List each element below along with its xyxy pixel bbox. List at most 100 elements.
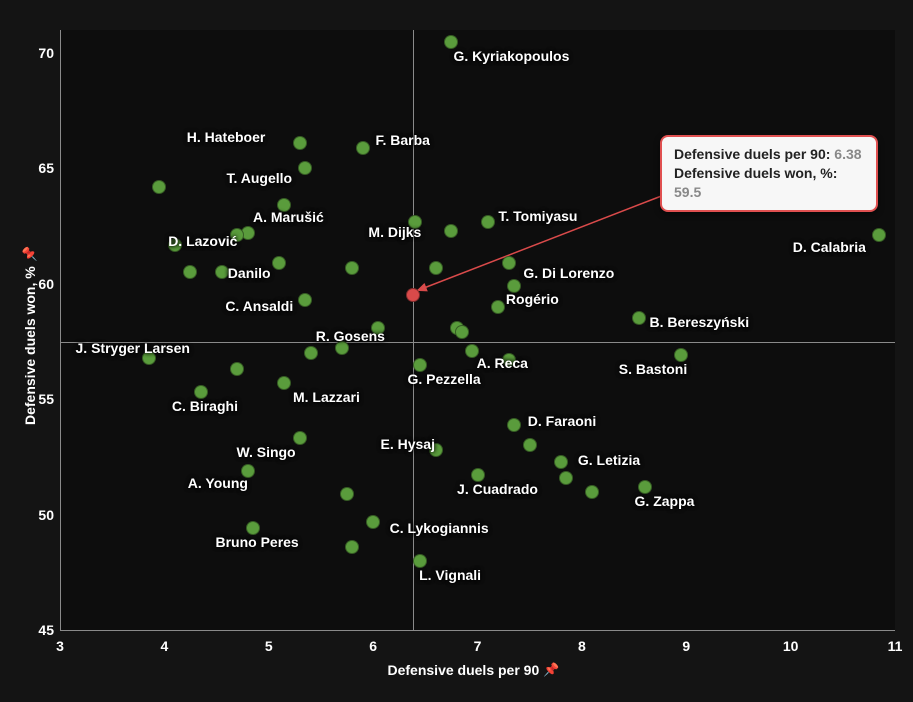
x-tick-label: 4 — [160, 638, 168, 654]
data-point-label: B. Bereszyński — [649, 314, 749, 330]
tooltip-row: Defensive duels per 90: 6.38 — [674, 145, 864, 164]
data-point[interactable] — [413, 358, 427, 372]
data-point[interactable] — [272, 256, 286, 270]
data-point[interactable] — [293, 431, 307, 445]
data-point[interactable] — [345, 540, 359, 554]
data-point[interactable] — [507, 418, 521, 432]
y-tick-label: 45 — [30, 622, 54, 638]
data-point-label: C. Lykogiannis — [390, 520, 489, 536]
data-point[interactable] — [502, 256, 516, 270]
data-point[interactable] — [554, 455, 568, 469]
y-tick-label: 55 — [30, 391, 54, 407]
data-point-label: W. Singo — [237, 444, 296, 460]
x-tick-label: 7 — [474, 638, 482, 654]
tooltip-key: Defensive duels per 90: — [674, 146, 834, 162]
data-point-label: C. Ansaldi — [225, 298, 293, 314]
data-point-label: E. Hysaj — [381, 436, 435, 452]
data-point[interactable] — [194, 385, 208, 399]
data-point-label: T. Augello — [226, 170, 292, 186]
x-tick-label: 3 — [56, 638, 64, 654]
data-point-label: J. Stryger Larsen — [76, 340, 190, 356]
x-tick-label: 5 — [265, 638, 273, 654]
data-point[interactable] — [340, 487, 354, 501]
data-point[interactable] — [413, 554, 427, 568]
axis-border-left — [60, 30, 61, 630]
data-point[interactable] — [585, 485, 599, 499]
data-point[interactable] — [455, 325, 469, 339]
data-point[interactable] — [674, 348, 688, 362]
data-point-label: Rogério — [506, 291, 559, 307]
data-point-label: G. Kyriakopoulos — [453, 48, 569, 64]
pin-icon: 📌 — [543, 662, 559, 678]
scatter-chart: Defensive duels per 90 📌 Defensive duels… — [0, 0, 913, 702]
data-point-label: G. Di Lorenzo — [523, 265, 614, 281]
tooltip: Defensive duels per 90: 6.38Defensive du… — [660, 135, 878, 212]
x-axis-label-text: Defensive duels per 90 — [388, 662, 540, 678]
data-point[interactable] — [230, 362, 244, 376]
data-point-label: J. Cuadrado — [457, 481, 538, 497]
data-point-label: M. Dijks — [368, 224, 421, 240]
data-point-label: C. Biraghi — [172, 398, 238, 414]
x-tick-label: 11 — [888, 638, 903, 654]
pin-icon: 📌 — [22, 246, 38, 262]
y-tick-label: 50 — [30, 507, 54, 523]
y-tick-label: 65 — [30, 160, 54, 176]
data-point-label: Bruno Peres — [215, 534, 298, 550]
data-point-label: A. Reca — [477, 355, 528, 371]
x-tick-label: 9 — [682, 638, 690, 654]
tooltip-value: 6.38 — [834, 146, 861, 162]
y-tick-label: 60 — [30, 276, 54, 292]
tooltip-row: Defensive duels won, %: 59.5 — [674, 164, 864, 202]
data-point-label: G. Letizia — [578, 452, 640, 468]
data-point-label: A. Young — [188, 475, 248, 491]
data-point-label: D. Lazović — [168, 233, 237, 249]
data-point[interactable] — [471, 468, 485, 482]
data-point-label: S. Bastoni — [619, 361, 687, 377]
tooltip-key: Defensive duels won, %: — [674, 165, 837, 181]
data-point-label: Danilo — [228, 265, 271, 281]
data-point[interactable] — [293, 136, 307, 150]
crosshair-vertical — [413, 30, 414, 630]
data-point[interactable] — [638, 480, 652, 494]
data-point[interactable] — [632, 311, 646, 325]
data-point-label: F. Barba — [375, 132, 429, 148]
data-point[interactable] — [356, 141, 370, 155]
data-point-label: T. Tomiyasu — [498, 208, 577, 224]
data-point[interactable] — [429, 261, 443, 275]
data-point[interactable] — [559, 471, 573, 485]
data-point-label: G. Zappa — [635, 493, 695, 509]
data-point[interactable] — [406, 288, 420, 302]
data-point-label: M. Lazzari — [293, 389, 360, 405]
data-point[interactable] — [481, 215, 495, 229]
x-tick-label: 10 — [783, 638, 799, 654]
data-point[interactable] — [277, 376, 291, 390]
tooltip-value: 59.5 — [674, 184, 701, 200]
y-tick-label: 70 — [30, 45, 54, 61]
data-point[interactable] — [444, 224, 458, 238]
data-point-label: L. Vignali — [419, 567, 481, 583]
data-point-label: D. Faraoni — [528, 413, 596, 429]
data-point[interactable] — [491, 300, 505, 314]
x-tick-label: 6 — [369, 638, 377, 654]
data-point[interactable] — [298, 293, 312, 307]
data-point-label: D. Calabria — [793, 239, 866, 255]
data-point[interactable] — [872, 228, 886, 242]
data-point-label: R. Gosens — [316, 328, 385, 344]
data-point[interactable] — [366, 515, 380, 529]
data-point[interactable] — [345, 261, 359, 275]
data-point-label: H. Hateboer — [187, 129, 266, 145]
data-point[interactable] — [215, 265, 229, 279]
plot-area — [60, 30, 895, 630]
data-point[interactable] — [183, 265, 197, 279]
data-point-label: A. Marušić — [253, 209, 324, 225]
data-point[interactable] — [523, 438, 537, 452]
data-point[interactable] — [246, 521, 260, 535]
x-axis-label: Defensive duels per 90 📌 — [388, 662, 560, 678]
data-point-label: G. Pezzella — [408, 371, 481, 387]
data-point[interactable] — [304, 346, 318, 360]
data-point[interactable] — [444, 35, 458, 49]
x-tick-label: 8 — [578, 638, 586, 654]
data-point[interactable] — [152, 180, 166, 194]
axis-border-bottom — [60, 630, 895, 631]
data-point[interactable] — [298, 161, 312, 175]
